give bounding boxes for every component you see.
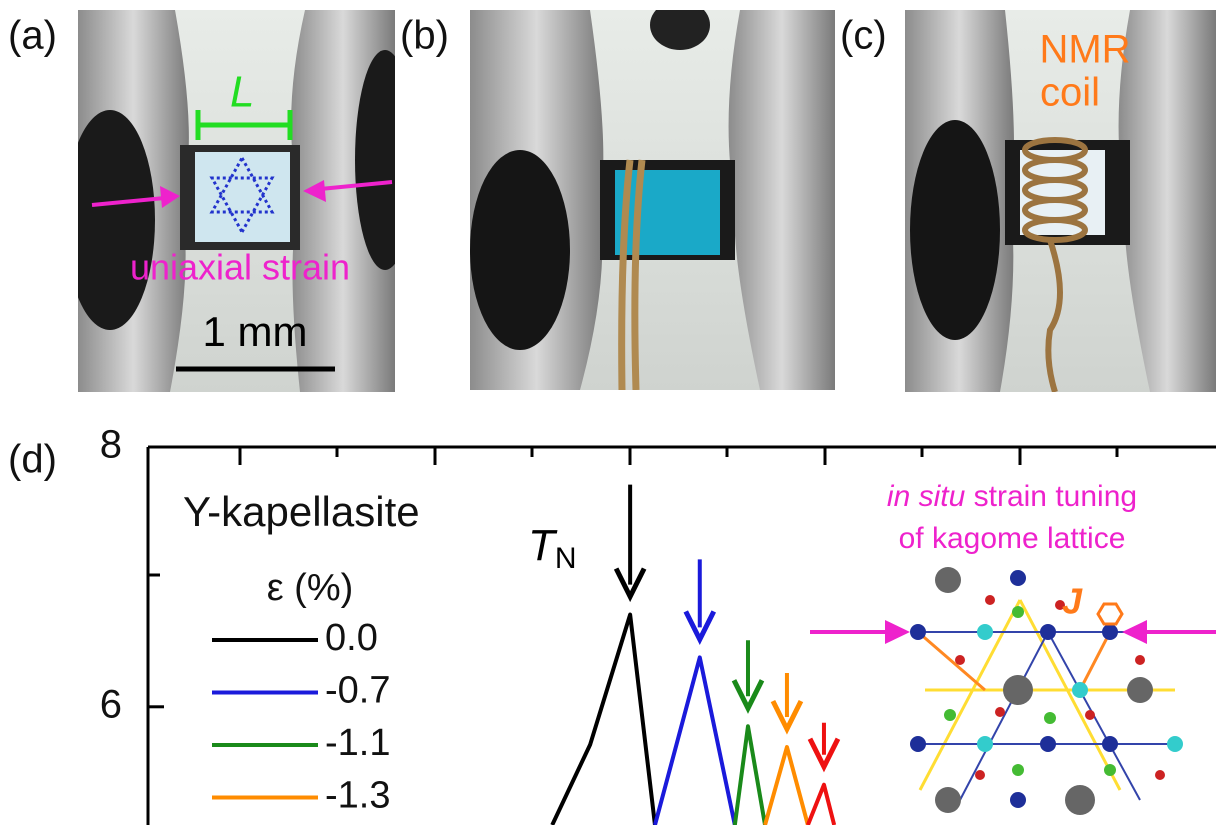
inset-title-part: strain tuning bbox=[965, 480, 1137, 513]
panel-label: (c) bbox=[840, 14, 887, 58]
legend-label: -1.1 bbox=[325, 722, 390, 764]
coil-label: NMR bbox=[1039, 28, 1130, 72]
tn-n: N bbox=[555, 542, 577, 575]
legend-label: -1.3 bbox=[325, 775, 390, 817]
tn-label: TN bbox=[528, 521, 577, 575]
coupling-label: J bbox=[1062, 581, 1083, 622]
panel-label: (b) bbox=[400, 14, 449, 58]
panel-label: (a) bbox=[8, 14, 57, 58]
series-line bbox=[655, 657, 735, 825]
panel-label: (d) bbox=[8, 438, 57, 482]
y-tick-label: 6 bbox=[100, 682, 122, 726]
series-line bbox=[735, 726, 765, 825]
coil-label: coil bbox=[1040, 71, 1100, 115]
legend-title: Y-kapellasite bbox=[183, 488, 420, 535]
legend-label: -0.7 bbox=[325, 670, 390, 712]
series-line bbox=[765, 747, 808, 825]
inset-title: of kagome lattice bbox=[899, 522, 1126, 555]
strain-label: uniaxial strain bbox=[130, 247, 350, 288]
legend-label: 0.0 bbox=[325, 617, 378, 659]
legend-subtitle: ε (%) bbox=[267, 567, 354, 609]
y-tick-label: 8 bbox=[100, 423, 122, 467]
inset-title-part: in situ bbox=[887, 480, 966, 513]
photo-b bbox=[470, 0, 835, 390]
series-line bbox=[808, 785, 834, 825]
inset-title: in situ strain tuning bbox=[887, 480, 1137, 513]
tn-t: T bbox=[528, 521, 558, 570]
scale-label: 1 mm bbox=[203, 308, 308, 355]
lattice-inset bbox=[810, 567, 1216, 815]
length-label: L bbox=[230, 68, 254, 117]
series-line bbox=[552, 615, 655, 825]
figure: (a) L uniaxial strain 1 mm (b) (c) NMR c… bbox=[0, 0, 1216, 825]
